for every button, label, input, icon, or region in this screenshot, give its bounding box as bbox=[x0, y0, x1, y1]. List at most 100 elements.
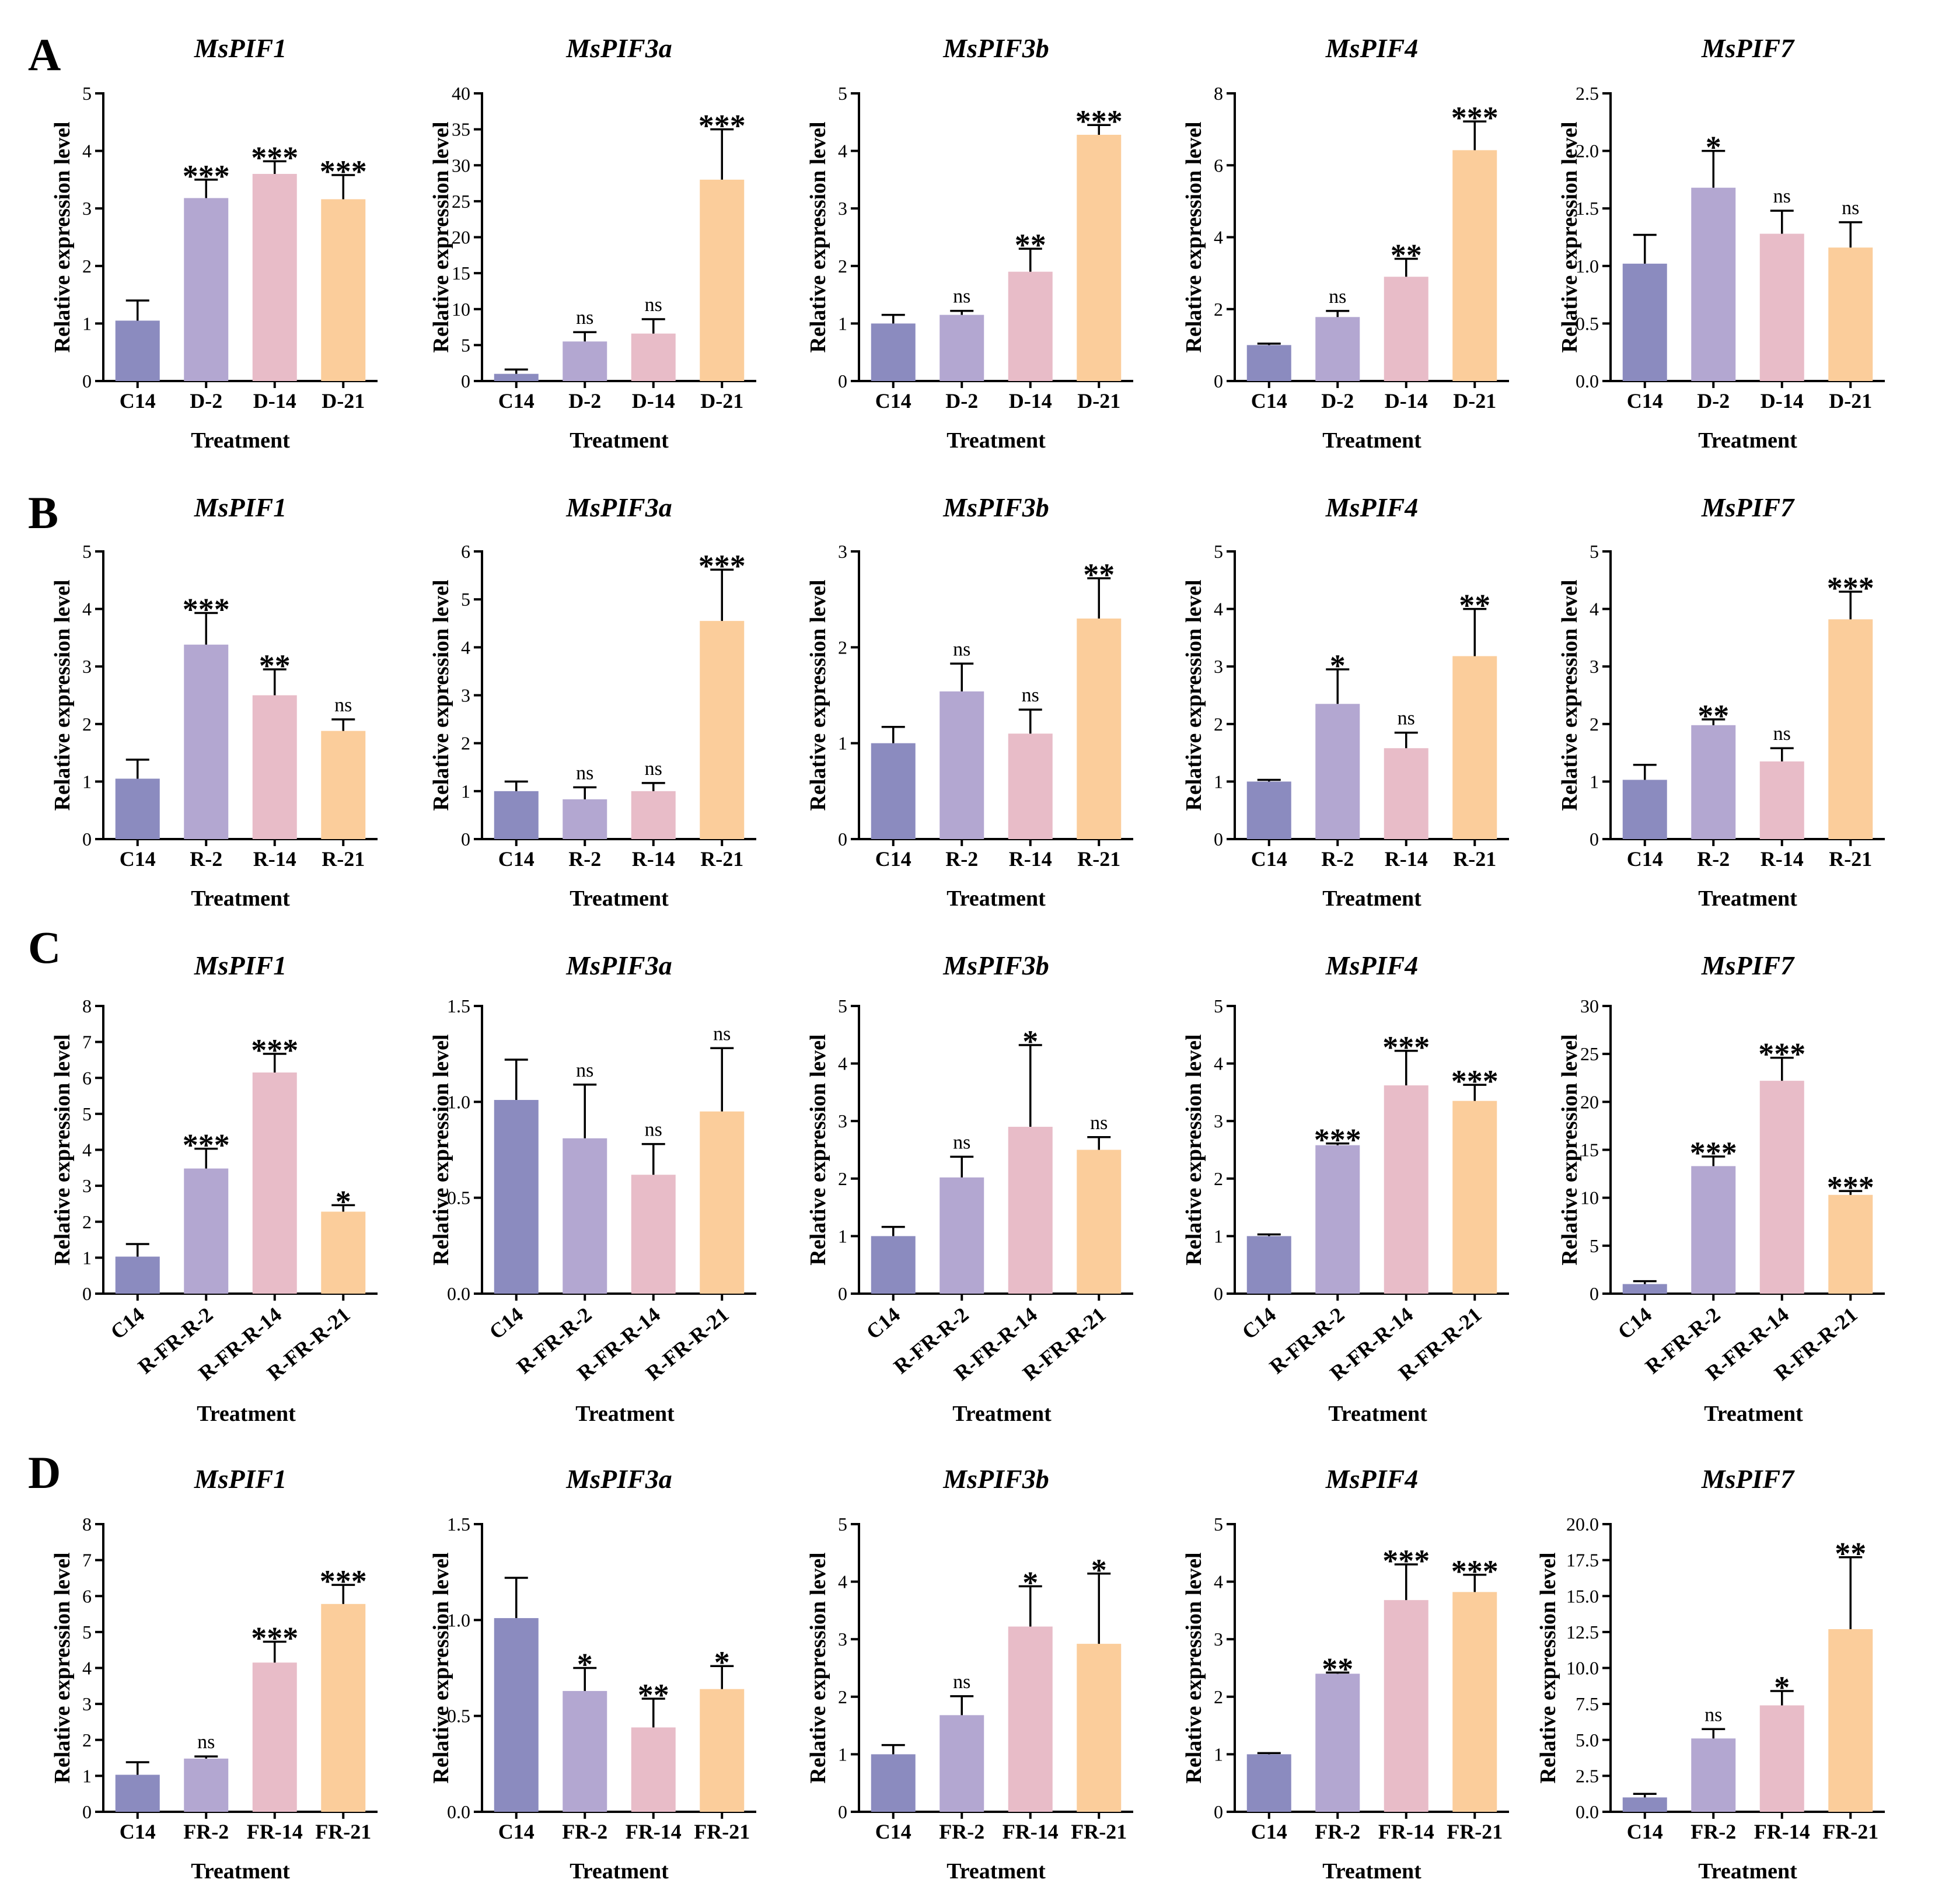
y-tick-label: 5 bbox=[461, 334, 470, 355]
significance-label: *** bbox=[1382, 1030, 1430, 1065]
y-tick-label: 3 bbox=[1214, 1629, 1223, 1650]
y-tick-label: 0 bbox=[838, 1283, 847, 1304]
y-tick-label: 6 bbox=[1214, 155, 1223, 176]
y-tick-label: 5 bbox=[1214, 541, 1223, 562]
bar bbox=[184, 1758, 229, 1812]
x-tick-label: R-2 bbox=[1321, 847, 1354, 871]
y-tick-label: 8 bbox=[1214, 83, 1223, 104]
bar bbox=[184, 198, 229, 381]
bar bbox=[1315, 1674, 1360, 1812]
significance-label: * bbox=[1022, 1565, 1038, 1600]
x-axis-label: Treatment bbox=[946, 428, 1046, 453]
y-axis-label: Relative expression level bbox=[806, 1034, 830, 1265]
x-axis-label: Treatment bbox=[191, 428, 290, 453]
significance-label: *** bbox=[1382, 1543, 1430, 1578]
x-tick-label: R-2 bbox=[568, 847, 601, 871]
x-tick-label: D-2 bbox=[190, 389, 222, 413]
significance-label: ns bbox=[1773, 723, 1791, 745]
chart-title: MsPIF4 bbox=[1325, 492, 1418, 522]
bar bbox=[252, 1072, 297, 1294]
chart-title: MsPIF1 bbox=[194, 492, 287, 522]
y-tick-label: 10.0 bbox=[1566, 1658, 1599, 1679]
significance-label: ns bbox=[334, 694, 352, 716]
x-tick-label: D-2 bbox=[1697, 389, 1730, 413]
bar bbox=[252, 695, 297, 839]
y-tick-label: 2.5 bbox=[1576, 83, 1599, 104]
y-tick-label: 3 bbox=[82, 198, 92, 219]
significance-label: ** bbox=[638, 1678, 669, 1713]
bar bbox=[1008, 1127, 1053, 1294]
significance-label: ns bbox=[645, 758, 662, 780]
x-axis-label: Treatment bbox=[1322, 886, 1421, 911]
y-tick-label: 2 bbox=[82, 256, 92, 277]
significance-label: ** bbox=[1459, 588, 1490, 623]
y-tick-label: 20 bbox=[1580, 1091, 1599, 1112]
x-axis-label: Treatment bbox=[1698, 886, 1797, 911]
bar bbox=[1077, 619, 1122, 839]
y-tick-label: 4 bbox=[461, 637, 470, 658]
y-tick-label: 2 bbox=[838, 256, 847, 277]
y-axis-label: Relative expression level bbox=[806, 579, 830, 810]
bar bbox=[321, 1603, 366, 1812]
x-tick-label: C14 bbox=[1251, 1820, 1287, 1843]
bar bbox=[1759, 233, 1804, 381]
bar bbox=[631, 1175, 676, 1294]
chart-c-mspif4: MsPIF4 0 1 2 3 4 5 Relative expression level C14… bbox=[1182, 951, 1509, 1426]
bar bbox=[1828, 1629, 1873, 1812]
y-tick-label: 30 bbox=[1580, 995, 1599, 1016]
y-tick-label: 3 bbox=[82, 1175, 92, 1196]
significance-label: *** bbox=[1314, 1123, 1361, 1158]
y-tick-label: 4 bbox=[838, 141, 847, 162]
x-tick-label: D-21 bbox=[700, 389, 743, 413]
significance-label: ns bbox=[197, 1731, 215, 1753]
x-tick-label: R-2 bbox=[1697, 847, 1730, 871]
y-tick-label: 10 bbox=[1580, 1187, 1599, 1208]
significance-label: ** bbox=[1015, 228, 1046, 263]
significance-label: * bbox=[1330, 648, 1346, 683]
significance-label: *** bbox=[698, 109, 746, 144]
y-axis-label: Relative expression level bbox=[1557, 1034, 1582, 1265]
y-tick-label: 20.0 bbox=[1566, 1514, 1599, 1535]
bar bbox=[631, 333, 676, 381]
bar bbox=[1452, 1592, 1497, 1812]
chart-a-mspif4: MsPIF4 0 2 4 6 8 Relative expression level C14 n… bbox=[1182, 33, 1509, 453]
bar bbox=[1384, 277, 1428, 381]
bar bbox=[1315, 704, 1360, 839]
y-tick-label: 6 bbox=[461, 541, 470, 562]
bar bbox=[1452, 1101, 1497, 1294]
y-tick-label: 4 bbox=[1214, 1053, 1223, 1074]
bar bbox=[252, 174, 297, 381]
x-tick-label: D-14 bbox=[632, 389, 675, 413]
bar bbox=[115, 778, 160, 839]
x-tick-label: FR-21 bbox=[315, 1820, 371, 1843]
x-tick-label: R-14 bbox=[1009, 847, 1052, 871]
chart-title: MsPIF3a bbox=[565, 1464, 672, 1494]
y-axis-label: Relative expression level bbox=[1557, 579, 1582, 810]
bar bbox=[1384, 748, 1428, 839]
y-tick-label: 2.0 bbox=[1576, 141, 1599, 162]
x-tick-label: D-2 bbox=[945, 389, 978, 413]
significance-label: ** bbox=[259, 648, 291, 683]
bar bbox=[1315, 317, 1360, 381]
significance-label: *** bbox=[1075, 104, 1123, 139]
x-tick-label: R-14 bbox=[1385, 847, 1428, 871]
chart-d-mspif7: MsPIF7 0.0 2.5 5.0 7.5 10.0 12.5 15.0 17.5 20.0 Re… bbox=[1536, 1464, 1885, 1884]
significance-label: *** bbox=[183, 1128, 230, 1163]
x-tick-label: R-14 bbox=[632, 847, 675, 871]
y-tick-label: 3 bbox=[1214, 1110, 1223, 1131]
significance-label: ns bbox=[953, 1131, 970, 1153]
significance-label: *** bbox=[183, 592, 230, 627]
significance-label: ns bbox=[1329, 286, 1346, 308]
y-tick-label: 1 bbox=[838, 1225, 847, 1246]
bar bbox=[700, 621, 745, 839]
y-tick-label: 3 bbox=[1214, 656, 1223, 677]
bar bbox=[631, 1727, 676, 1812]
bar bbox=[563, 799, 607, 839]
significance-label: ns bbox=[1705, 1704, 1722, 1725]
significance-label: *** bbox=[251, 1033, 298, 1068]
x-axis-label: Treatment bbox=[1328, 1402, 1427, 1426]
x-tick-label: C14 bbox=[1627, 389, 1663, 413]
x-axis-label: Treatment bbox=[1698, 428, 1797, 453]
y-tick-label: 1.0 bbox=[447, 1091, 470, 1112]
